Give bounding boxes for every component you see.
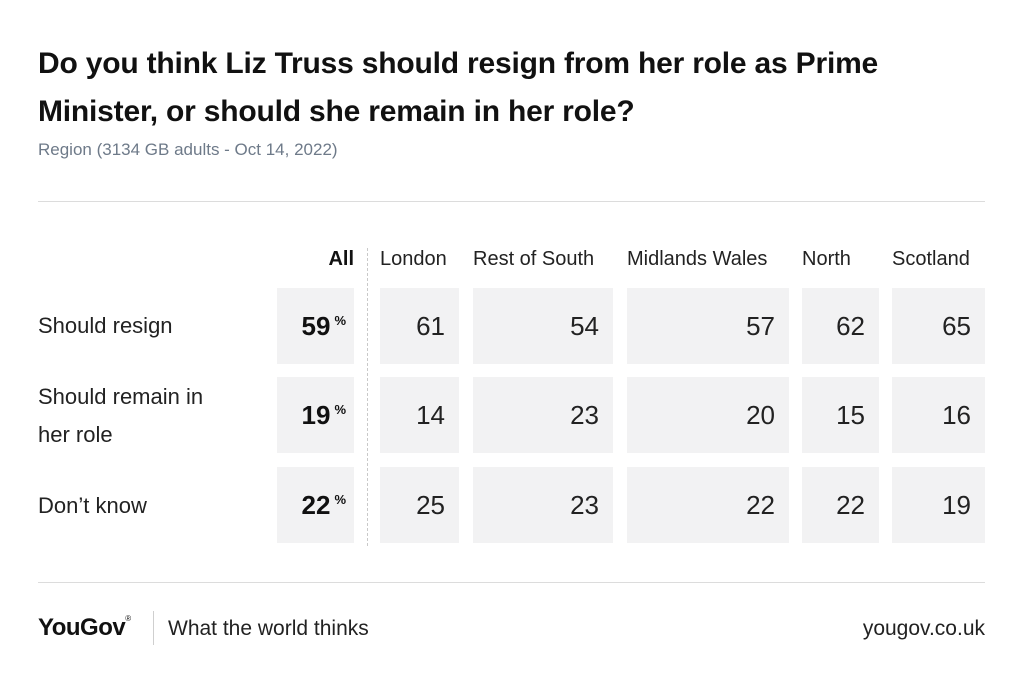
value-number: 23 (570, 399, 599, 430)
cell-value: 57 (627, 288, 789, 364)
cell-value: 22 (627, 467, 789, 543)
cell-value: 62 (802, 288, 879, 364)
cell-value: 19 (892, 467, 985, 543)
top-divider (38, 201, 985, 202)
row-label: Should remain in her role (38, 384, 204, 447)
row-label: Don’t know (38, 493, 147, 518)
cell-value: 22 (802, 467, 879, 543)
cell-value: 23 (473, 467, 613, 543)
cell-all-value: 59% (277, 288, 354, 364)
value-number: 20 (746, 399, 775, 430)
cell-value: 20 (627, 377, 789, 453)
cell-value: 14 (380, 377, 459, 453)
value-number: 22 (301, 489, 331, 520)
cell-value: 16 (892, 377, 985, 453)
percent-unit: % (334, 491, 346, 507)
value-number: 22 (836, 489, 865, 520)
value-number: 59 (301, 310, 331, 341)
site-url: yougov.co.uk (862, 617, 985, 640)
registered-mark: ® (125, 614, 131, 623)
bottom-divider (38, 582, 985, 583)
row-label: Should resign (38, 313, 173, 338)
cell-all-value: 19% (277, 377, 354, 453)
value-number: 23 (570, 489, 599, 520)
value-number: 54 (570, 310, 599, 341)
percent-unit: % (334, 401, 346, 417)
value-number: 14 (416, 399, 445, 430)
cell-value: 23 (473, 377, 613, 453)
percent-unit: % (334, 312, 346, 328)
cell-all-value: 22% (277, 467, 354, 543)
value-number: 19 (942, 489, 971, 520)
value-number: 65 (942, 310, 971, 341)
column-header-north: North (802, 248, 851, 270)
yougov-logo: YouGov® (38, 614, 131, 642)
logo-text: YouGov (38, 614, 126, 641)
value-number: 62 (836, 310, 865, 341)
column-header-rest-of-south: Rest of South (473, 248, 595, 270)
tagline: What the world thinks (168, 617, 369, 640)
chart-title: Do you think Liz Truss should resign fro… (38, 47, 879, 128)
column-header-london: London (380, 248, 447, 270)
value-number: 61 (416, 310, 445, 341)
value-number: 25 (416, 489, 445, 520)
all-column-divider (367, 248, 368, 546)
value-number: 19 (301, 399, 331, 430)
cell-value: 25 (380, 467, 459, 543)
cell-value: 61 (380, 288, 459, 364)
footer-separator (153, 611, 154, 645)
column-header-midlands-wales: Midlands Wales (627, 248, 768, 270)
cell-value: 65 (892, 288, 985, 364)
chart-subtitle: Region (3134 GB adults - Oct 14, 2022) (38, 140, 338, 159)
value-number: 16 (942, 399, 971, 430)
cell-value: 54 (473, 288, 613, 364)
value-number: 22 (746, 489, 775, 520)
cell-value: 15 (802, 377, 879, 453)
value-number: 57 (746, 310, 775, 341)
column-header-all: All (328, 248, 354, 270)
value-number: 15 (836, 399, 865, 430)
column-header-scotland: Scotland (892, 248, 970, 270)
